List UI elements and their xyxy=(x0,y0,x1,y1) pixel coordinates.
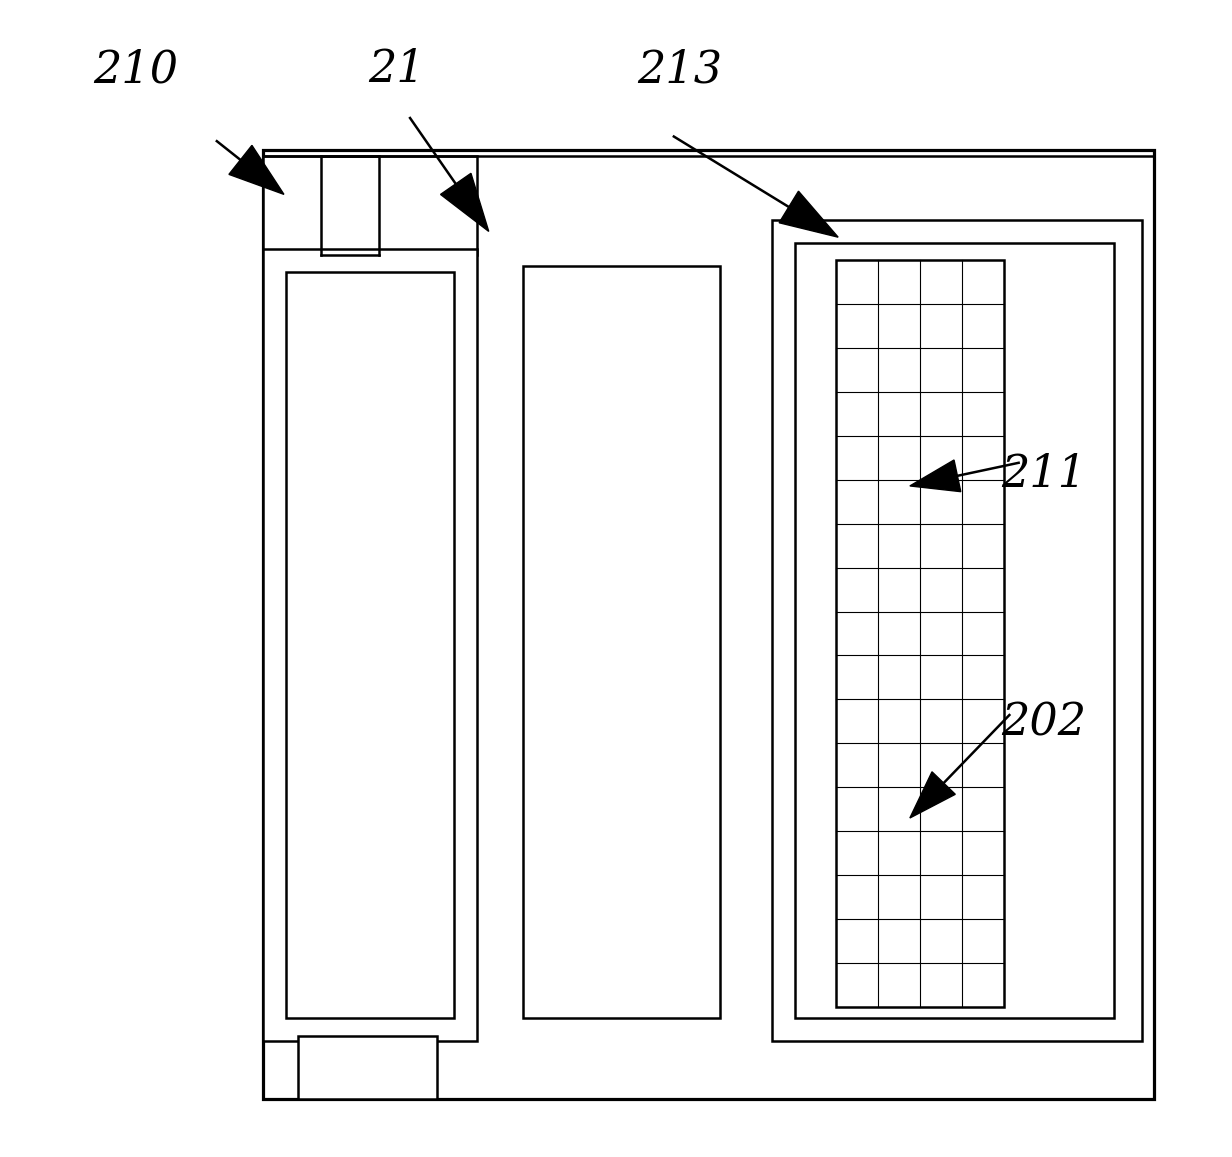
Polygon shape xyxy=(441,174,489,231)
Polygon shape xyxy=(910,460,961,492)
Text: 202: 202 xyxy=(1002,701,1087,745)
Text: 21: 21 xyxy=(368,47,425,91)
Bar xyxy=(796,243,1114,1018)
Text: 213: 213 xyxy=(637,47,722,91)
Bar xyxy=(264,156,477,255)
Text: 211: 211 xyxy=(1002,452,1087,496)
Bar xyxy=(772,220,1142,1041)
Bar xyxy=(298,1036,436,1099)
Polygon shape xyxy=(779,191,838,237)
Bar xyxy=(286,272,455,1018)
Bar xyxy=(264,249,477,1041)
Bar xyxy=(524,266,721,1018)
Polygon shape xyxy=(229,146,283,194)
Text: 210: 210 xyxy=(94,47,179,91)
Bar xyxy=(835,260,1004,1007)
Bar xyxy=(264,150,1154,1099)
Polygon shape xyxy=(910,772,955,818)
